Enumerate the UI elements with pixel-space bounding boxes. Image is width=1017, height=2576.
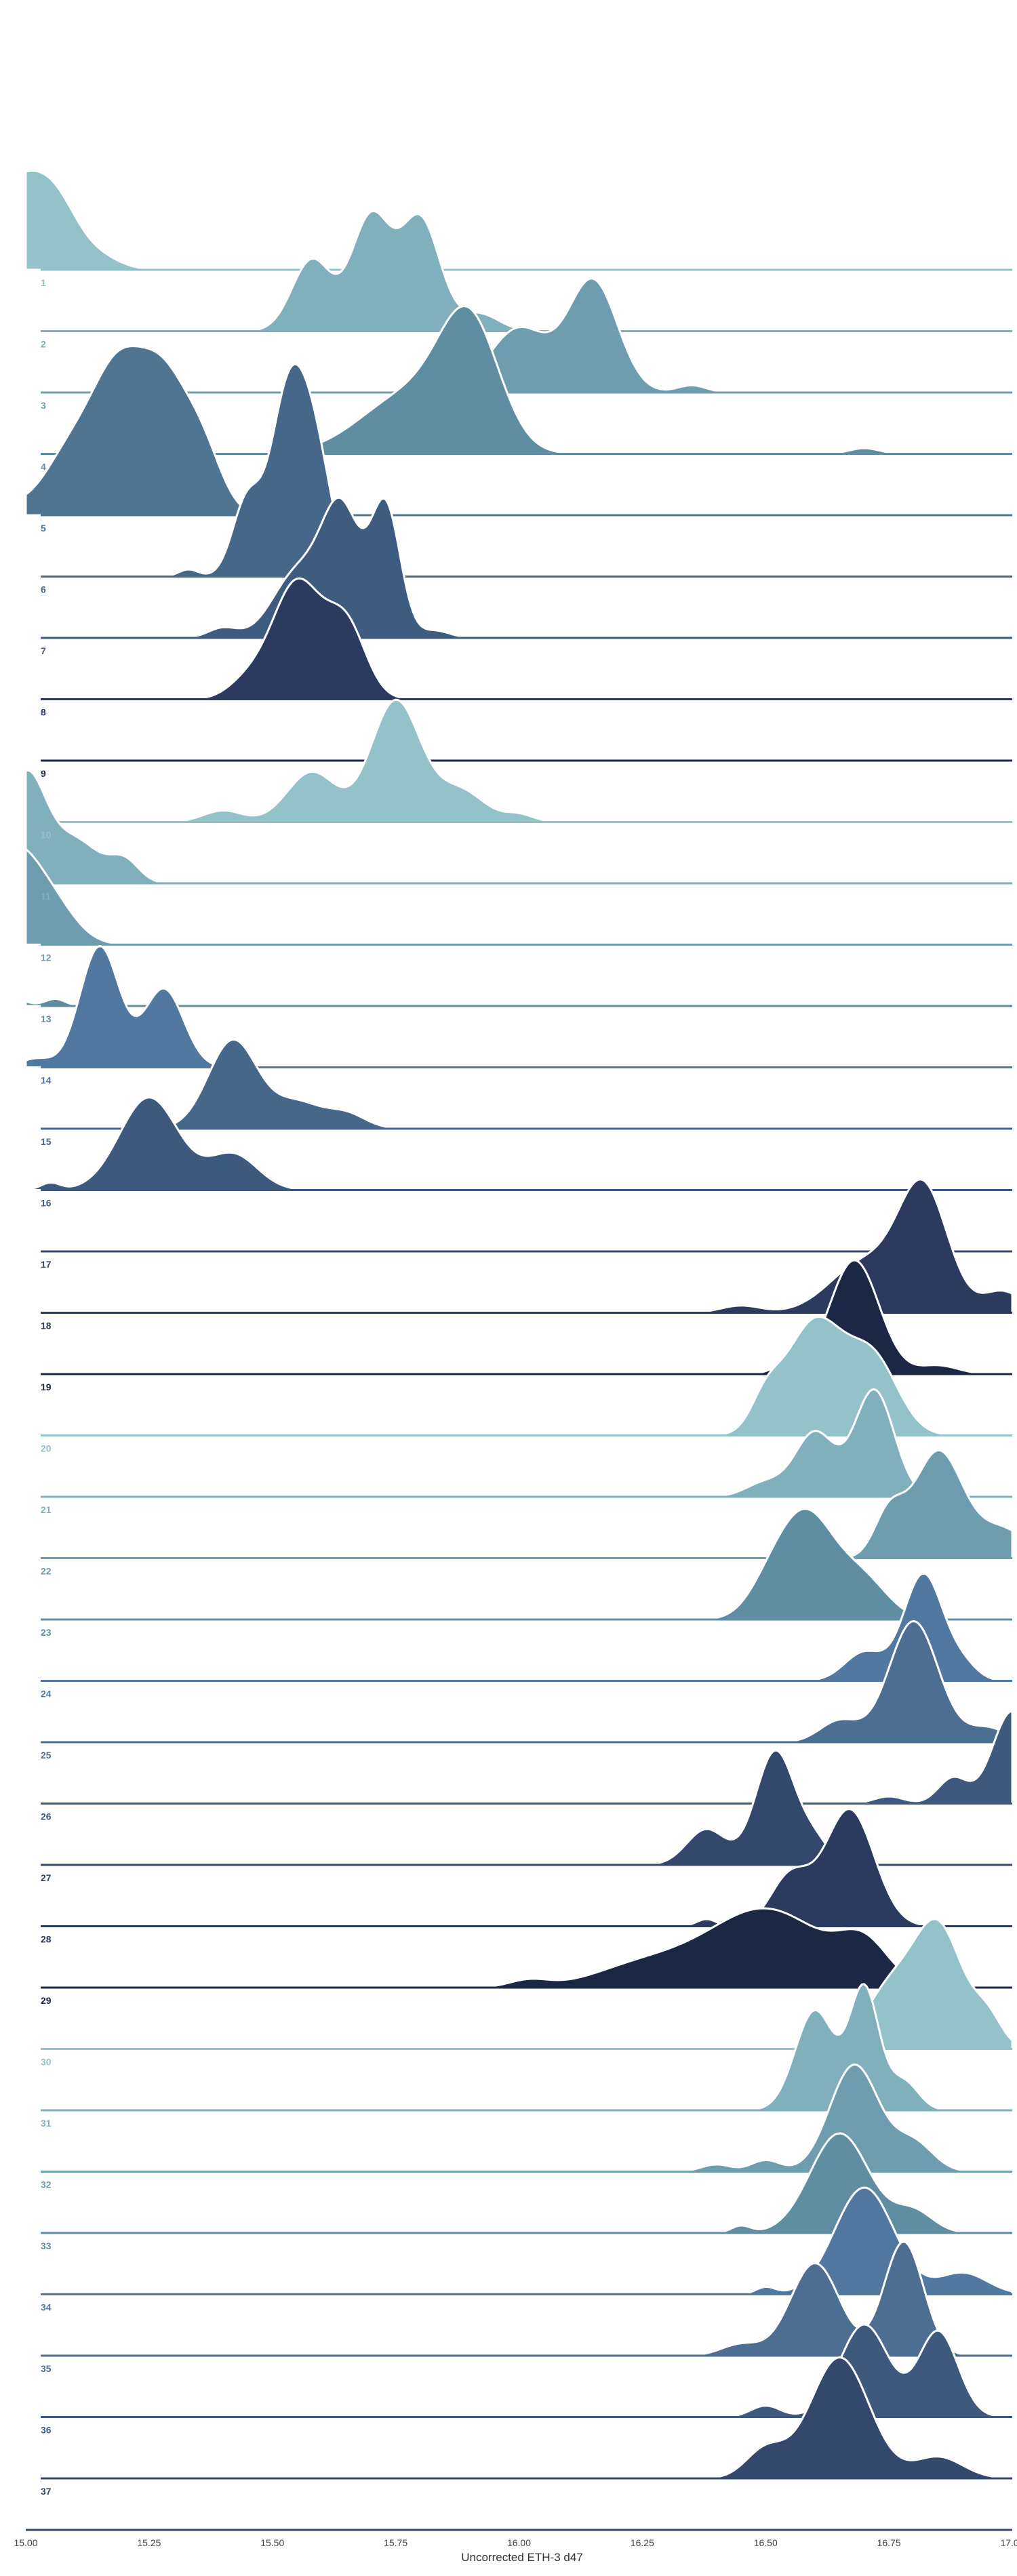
ridge-row-15 <box>24 1039 1014 1130</box>
ridge-row-21 <box>24 1388 1014 1498</box>
row-label-9: 9 <box>41 768 46 779</box>
ridge-row-13 <box>24 997 1014 1007</box>
ridge-row-3 <box>24 277 1014 394</box>
x-tick-label: 16.25 <box>631 2537 654 2548</box>
ridge-row-23 <box>24 1508 1014 1621</box>
density-area-2 <box>24 209 1014 332</box>
density-area-21 <box>24 1388 1014 1498</box>
row-label-26: 26 <box>41 1811 52 1822</box>
row-label-13: 13 <box>41 1013 52 1024</box>
density-area-16 <box>24 1096 1014 1191</box>
row-label-12: 12 <box>41 952 52 963</box>
ridge-row-10 <box>24 698 1014 823</box>
density-area-11 <box>24 769 1014 885</box>
row-label-18: 18 <box>41 1321 52 1331</box>
x-tick-label: 15.25 <box>137 2537 161 2548</box>
row-label-22: 22 <box>41 1566 52 1577</box>
row-label-4: 4 <box>41 462 46 472</box>
x-tick-label: 16.75 <box>877 2537 901 2548</box>
row-label-17: 17 <box>41 1259 52 1270</box>
density-area-32 <box>24 2064 1014 2173</box>
row-label-34: 34 <box>41 2302 52 2313</box>
row-label-10: 10 <box>41 830 52 841</box>
x-tick-label: 15.50 <box>260 2537 284 2548</box>
density-area-1 <box>24 169 1014 271</box>
row-label-15: 15 <box>41 1136 52 1147</box>
ridge-row-11 <box>24 769 1014 885</box>
row-label-6: 6 <box>41 584 46 595</box>
row-label-32: 32 <box>41 2179 52 2190</box>
row-label-37: 37 <box>41 2486 52 2497</box>
row-label-2: 2 <box>41 339 46 350</box>
row-label-11: 11 <box>41 891 51 902</box>
ridge-row-28 <box>24 1808 1014 1927</box>
row-label-23: 23 <box>41 1627 52 1638</box>
x-tick-label: 16.50 <box>754 2537 778 2548</box>
row-label-21: 21 <box>41 1504 52 1515</box>
density-area-28 <box>24 1808 1014 1927</box>
row-label-27: 27 <box>41 1872 52 1883</box>
row-label-29: 29 <box>41 1995 52 2006</box>
x-axis: 15.00 15.25 15.50 15.75 16.00 16.25 16.50 16.75… <box>14 2529 1017 2548</box>
x-tick-label: 15.75 <box>384 2537 407 2548</box>
ridge-row-25 <box>24 1620 1014 1744</box>
row-label-7: 7 <box>41 645 46 656</box>
ridge-row-5 <box>24 345 1014 517</box>
ridges-group <box>24 169 1014 2480</box>
row-label-20: 20 <box>41 1443 52 1454</box>
row-label-28: 28 <box>41 1934 52 1945</box>
row-label-1: 1 <box>41 277 46 288</box>
row-label-19: 19 <box>41 1382 52 1392</box>
density-area-7 <box>24 496 1014 639</box>
ridge-row-32 <box>24 2064 1014 2173</box>
density-area-23 <box>24 1508 1014 1621</box>
ridge-row-2 <box>24 209 1014 332</box>
ridge-row-7 <box>24 496 1014 639</box>
row-label-24: 24 <box>41 1689 52 1699</box>
x-tick-label: 17.00 <box>1000 2537 1017 2548</box>
ridge-row-12 <box>24 848 1014 946</box>
row-label-3: 3 <box>41 400 46 411</box>
row-label-36: 36 <box>41 2425 52 2436</box>
row-labels-group: 1234567891011121314151617181920212223242… <box>41 277 52 2497</box>
row-label-33: 33 <box>41 2240 52 2251</box>
ridge-row-14 <box>24 944 1014 1068</box>
ridge-row-1 <box>24 169 1014 271</box>
density-area-34 <box>24 2186 1014 2295</box>
row-label-14: 14 <box>41 1075 52 1086</box>
ridge-row-16 <box>24 1096 1014 1191</box>
row-label-30: 30 <box>41 2057 52 2068</box>
x-tick-label: 15.00 <box>14 2537 37 2548</box>
ridge-row-37 <box>24 2356 1014 2480</box>
row-label-16: 16 <box>41 1198 52 1209</box>
ridge-row-29 <box>24 1907 1014 1989</box>
row-label-31: 31 <box>41 2118 52 2129</box>
x-axis-title: Uncorrected ETH-3 d47 <box>461 2551 583 2564</box>
row-label-5: 5 <box>41 523 46 534</box>
density-area-12 <box>24 848 1014 946</box>
ridge-row-26 <box>24 1710 1014 1805</box>
x-tick-label: 16.00 <box>507 2537 531 2548</box>
row-label-35: 35 <box>41 2363 52 2374</box>
ridge-row-8 <box>24 577 1014 700</box>
row-label-8: 8 <box>41 707 46 718</box>
ridge-row-34 <box>24 2186 1014 2295</box>
ridge-row-6 <box>24 363 1014 578</box>
row-label-25: 25 <box>41 1750 52 1760</box>
